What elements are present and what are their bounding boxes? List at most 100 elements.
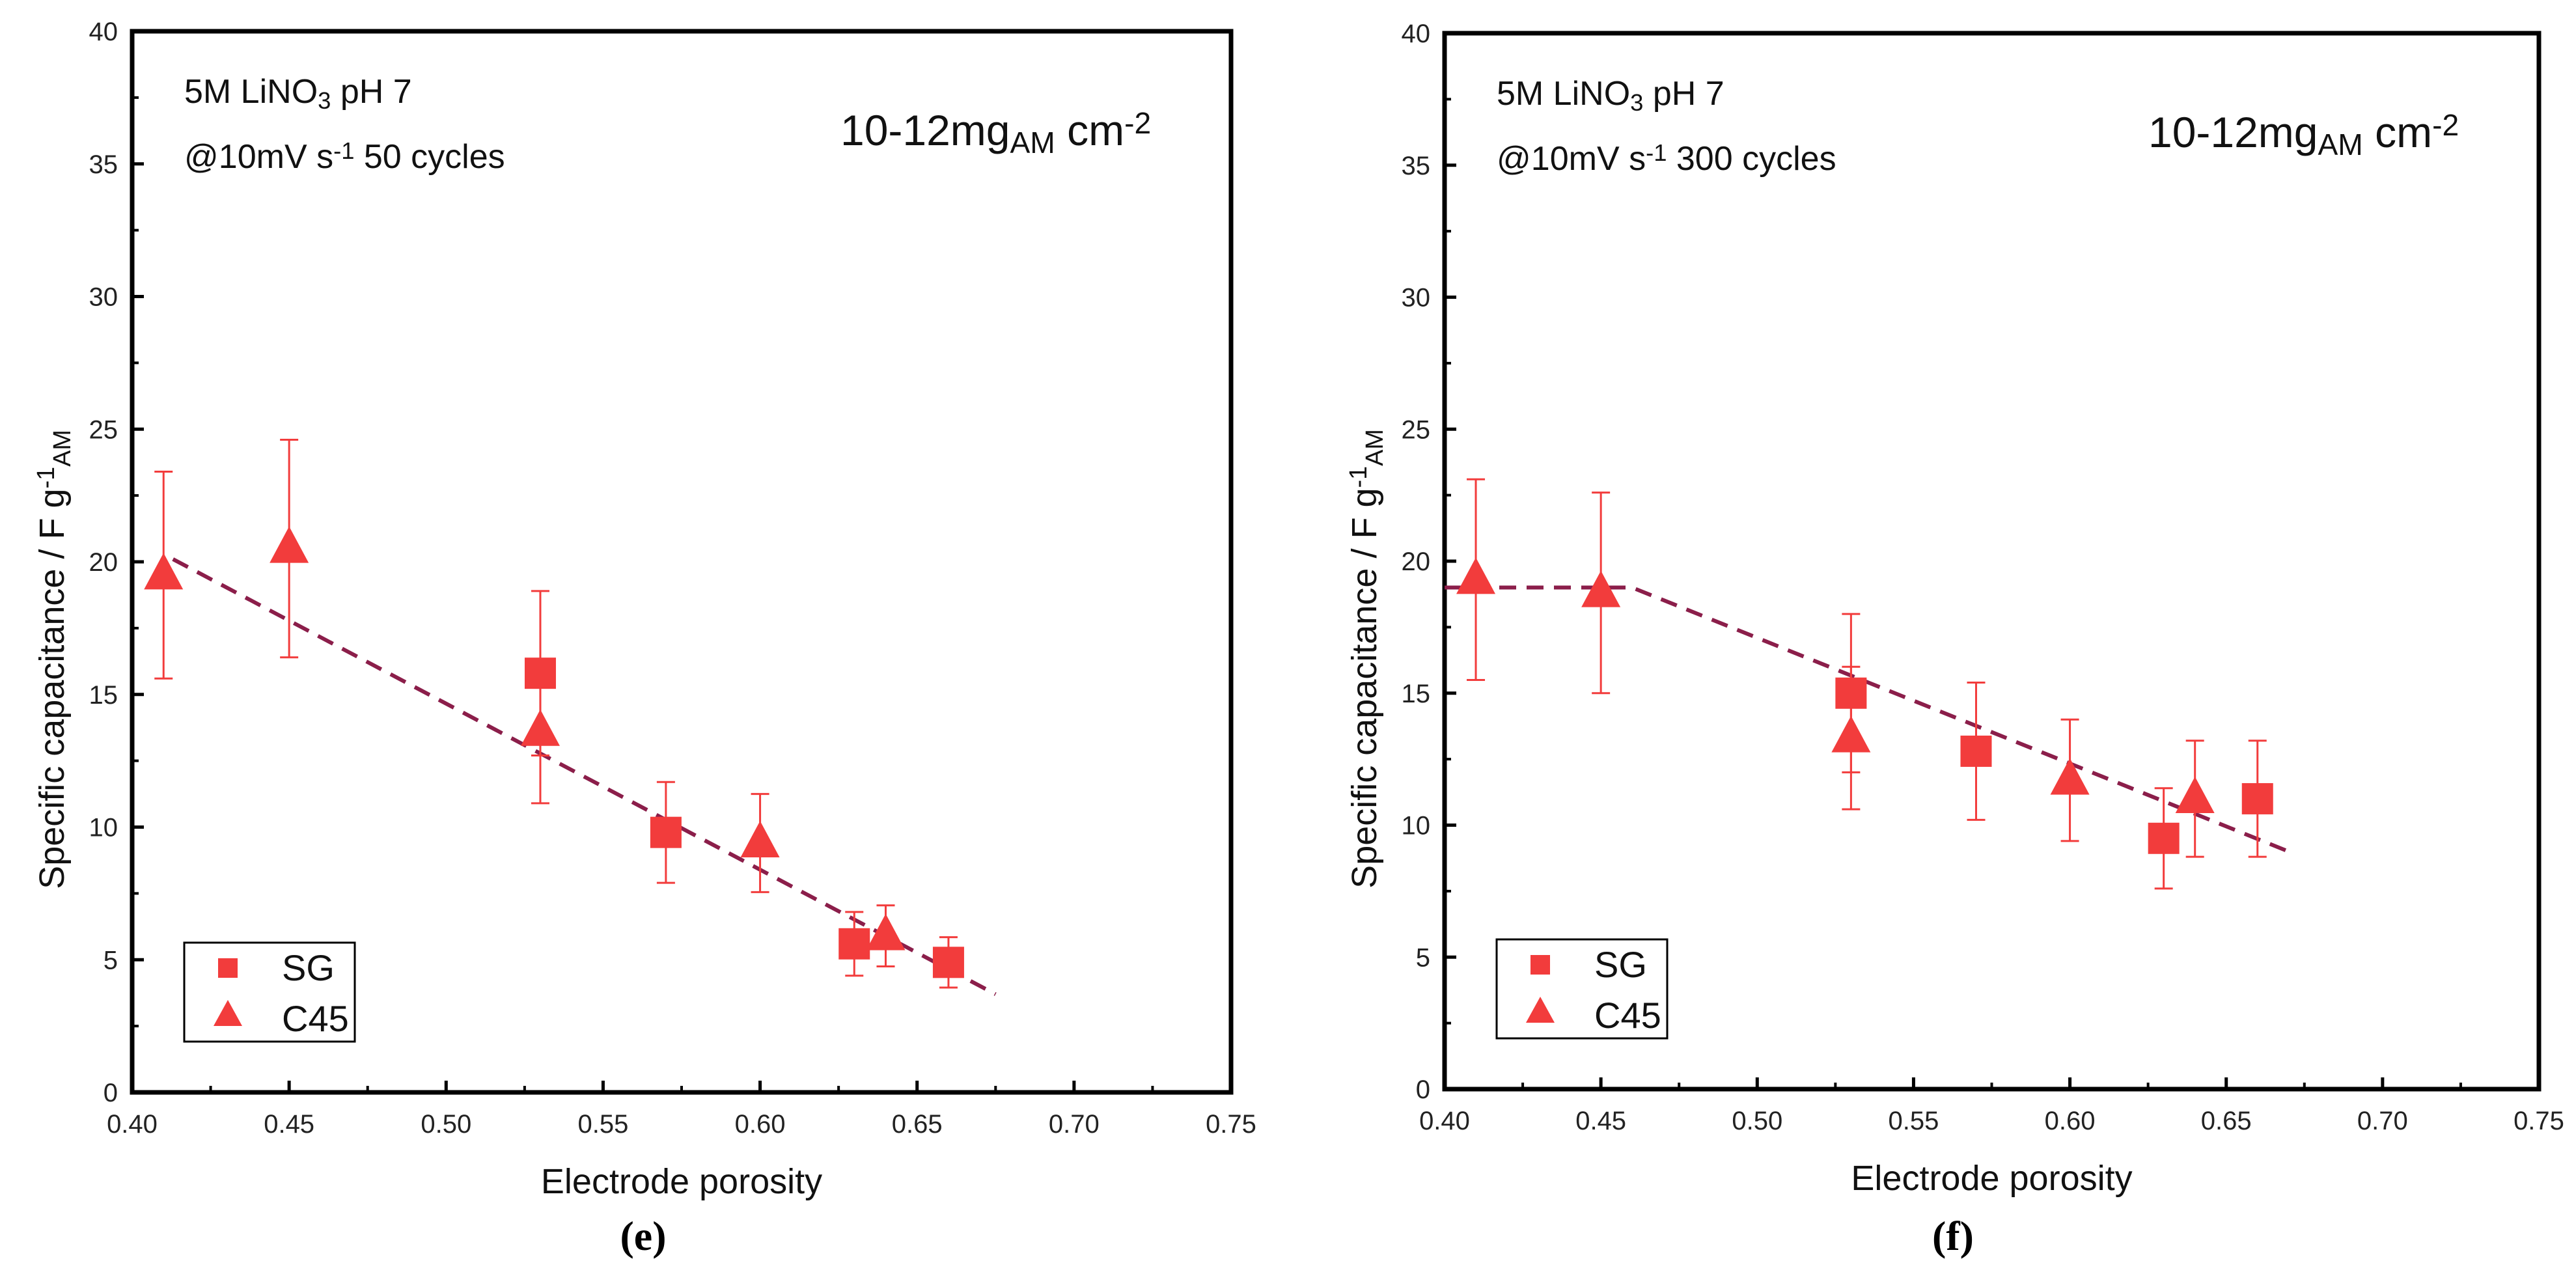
y-axis-title-part: Specific capacitance / F g — [1345, 488, 1384, 889]
x-axis-title: Electrode porosity — [1851, 1159, 2132, 1198]
legend-square-icon — [1530, 955, 1550, 975]
x-tick-label: 0.45 — [1575, 1107, 1626, 1135]
condition-annotation-part: 5M LiNO — [184, 73, 318, 111]
legend-box — [1495, 938, 1669, 1040]
data-point-sg — [932, 947, 964, 978]
legend-label: SG — [1594, 944, 1647, 985]
y-tick-label: 40 — [1402, 20, 1431, 48]
fit-line — [1445, 585, 2290, 853]
y-axis-title-part: AM — [1361, 429, 1389, 466]
x-tick-label: 0.60 — [735, 1110, 786, 1139]
condition-annotation-part: 50 cycles — [354, 138, 505, 176]
condition-annotation-part: pH 7 — [1643, 75, 1724, 113]
data-point-c45 — [520, 709, 560, 746]
legend-label: C45 — [282, 998, 349, 1039]
data-point-sg — [2148, 822, 2180, 854]
y-tick-label: 35 — [1402, 152, 1431, 180]
x-tick-label: 0.50 — [421, 1110, 471, 1139]
y-axis-title-part: -1 — [33, 467, 60, 489]
y-axis-title-part: Specific capacitance / F g — [33, 489, 72, 889]
data-point-c45 — [2175, 776, 2215, 813]
y-tick-label: 25 — [1402, 415, 1431, 444]
data-point-c45 — [1456, 557, 1496, 594]
x-tick-label: 0.55 — [1888, 1107, 1939, 1135]
condition-annotation-part: 5M LiNO — [1497, 75, 1630, 113]
y-tick-label: 30 — [1402, 284, 1431, 312]
panel-label: (f) — [1932, 1213, 1974, 1259]
loading-annotation-part: cm — [1055, 106, 1124, 154]
y-tick-label: 0 — [104, 1079, 118, 1107]
condition-annotation-part: 300 cycles — [1667, 140, 1836, 178]
x-tick-label: 0.65 — [2201, 1107, 2252, 1135]
condition-annotation-part: @10mV s — [184, 138, 333, 176]
x-tick-label: 0.75 — [2514, 1107, 2564, 1135]
condition-annotation: @10mV s-1 300 cycles — [1497, 139, 1836, 178]
fit-line — [172, 557, 997, 996]
y-tick-label: 15 — [1402, 680, 1431, 708]
y-tick-label: 35 — [89, 150, 118, 179]
y-tick-label: 5 — [1416, 943, 1430, 972]
x-tick-label: 0.75 — [1206, 1110, 1256, 1139]
x-tick-label: 0.70 — [2357, 1107, 2408, 1135]
data-point-sg — [1960, 735, 1992, 767]
panel-label: (e) — [620, 1213, 666, 1259]
condition-annotation-part: @10mV s — [1497, 140, 1646, 178]
loading-annotation-part: cm — [2363, 108, 2432, 156]
y-axis-title: Specific capacitance / F g-1AM — [1345, 429, 1389, 889]
legend-triangle-icon — [1526, 997, 1555, 1023]
condition-annotation-part: 3 — [318, 87, 331, 114]
plot-frame — [1442, 31, 2541, 1092]
y-tick-label: 20 — [89, 548, 118, 577]
loading-annotation-part: AM — [1010, 126, 1055, 159]
y-tick-label: 5 — [104, 946, 118, 975]
loading-annotation-part: 10-12mg — [2148, 108, 2318, 156]
y-tick-label: 0 — [1416, 1075, 1430, 1104]
condition-annotation-part: -1 — [333, 137, 354, 164]
loading-annotation: 10-12mgAM cm-2 — [840, 106, 1151, 159]
x-tick-label: 0.50 — [1732, 1107, 1782, 1135]
y-tick-label: 20 — [1402, 547, 1431, 576]
data-point-sg — [2241, 782, 2273, 814]
condition-annotation-part: 3 — [1630, 89, 1643, 116]
legend-square-icon — [218, 958, 238, 978]
y-tick-label: 25 — [89, 415, 118, 444]
data-point-sg — [838, 928, 870, 960]
legend-triangle-icon — [214, 1000, 242, 1026]
x-tick-label: 0.55 — [577, 1110, 628, 1139]
y-axis-title-part: AM — [49, 430, 76, 467]
data-point-c45 — [1831, 715, 1871, 753]
y-axis-title-part: -1 — [1345, 466, 1372, 488]
legend-label: SG — [282, 947, 335, 988]
x-tick-label: 0.70 — [1049, 1110, 1100, 1139]
condition-annotation: @10mV s-1 50 cycles — [184, 137, 505, 176]
y-axis-title: Specific capacitance / F g-1AM — [33, 430, 76, 889]
y-tick-label: 10 — [89, 814, 118, 842]
legend: SG C45 — [1495, 938, 1669, 1040]
legend-label: C45 — [1594, 995, 1661, 1036]
loading-annotation: 10-12mgAM cm-2 — [2148, 108, 2459, 161]
y-tick-label: 15 — [89, 681, 118, 710]
condition-annotation: 5M LiNO3 pH 7 — [184, 73, 412, 114]
loading-annotation-part: -2 — [1124, 106, 1151, 140]
chart-panel-e: 0.40 0.45 0.50 0.55 0.60 0.65 0.70 0.75 0 5 10 15 20… — [33, 18, 1256, 1259]
data-point-c45 — [866, 913, 906, 950]
chart-panel-f: 0.40 0.45 0.50 0.55 0.60 0.65 0.70 0.75 0 5 10 15 20… — [1345, 20, 2564, 1259]
x-axis-title: Electrode porosity — [541, 1162, 822, 1201]
data-point-c45 — [270, 526, 309, 563]
condition-annotation: 5M LiNO3 pH 7 — [1497, 75, 1724, 116]
data-point-c45 — [740, 820, 780, 857]
y-tick-label: 10 — [1402, 812, 1431, 840]
x-tick-label: 0.60 — [2045, 1107, 2096, 1135]
legend-box — [183, 941, 356, 1043]
x-tick-label: 0.65 — [892, 1110, 943, 1139]
y-tick-label: 30 — [89, 283, 118, 312]
legend: SG C45 — [183, 941, 356, 1043]
x-tick-label: 0.40 — [107, 1110, 158, 1139]
data-point-sg — [650, 816, 682, 848]
x-tick-label: 0.40 — [1419, 1107, 1470, 1135]
condition-annotation-part: pH 7 — [331, 73, 411, 111]
data-point-c45 — [2050, 758, 2090, 795]
loading-annotation-part: 10-12mg — [840, 106, 1010, 154]
data-point-c45 — [144, 553, 184, 590]
